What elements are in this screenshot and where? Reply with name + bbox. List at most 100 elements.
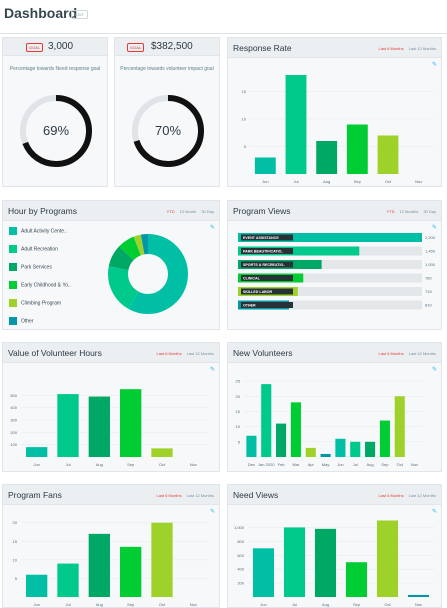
filter-last-6-months[interactable]: Last 6 Months	[156, 351, 182, 356]
x-tick-label: Nov	[190, 462, 197, 467]
bar-label-chip	[241, 234, 293, 241]
bar	[120, 389, 142, 457]
y-tick-label: 100	[10, 442, 17, 447]
bar	[377, 135, 399, 174]
legend-item: Other	[9, 317, 34, 326]
legend-label: Early Childhood & Yo..	[21, 282, 71, 289]
bar	[376, 520, 399, 597]
bar	[120, 546, 142, 597]
goal-badge: GOAL	[127, 43, 145, 52]
y-tick-label: 600	[237, 553, 244, 558]
x-tick-label: Jun	[33, 602, 39, 607]
x-tick-label: Aug	[96, 462, 103, 467]
bar	[335, 438, 346, 457]
edit-button[interactable]: EDIT	[71, 10, 89, 19]
time-filters: Last 6 Months Last 12 Months	[374, 46, 436, 51]
legend-label: Adult Activity Cente..	[21, 228, 67, 235]
new-volunteers-chart: 5 10 15 20 25 Dec Jan 2020 Feb Mar Apr May Jun Jul Au…	[236, 379, 422, 467]
filter-last-12-months[interactable]: Last 12 Months	[408, 46, 436, 51]
x-tick-label: Dec	[248, 462, 255, 467]
bar-track	[238, 260, 422, 269]
edit-pencil-icon[interactable]: ✎	[431, 509, 437, 515]
legend-label: Climbing Program	[21, 300, 62, 307]
card-header: Need Views Last 6 Months Last 12 Months	[228, 485, 441, 505]
legend-item: Climbing Program	[9, 299, 61, 308]
bar	[407, 594, 430, 597]
x-tick-label: Jun	[337, 462, 343, 467]
bar	[238, 233, 422, 242]
filter-12-month[interactable]: 12 Month	[179, 209, 197, 214]
y-tick-label: 15	[236, 409, 241, 414]
filter-last-6-months[interactable]: Last 6 Months	[156, 493, 182, 498]
goal-card-header: GOAL 3,000	[3, 38, 107, 56]
filter-last-12-months[interactable]: Last 12 Months	[186, 351, 214, 356]
legend-label: Adult Recreation	[21, 246, 58, 253]
filter-12-months[interactable]: 12 Months	[399, 209, 419, 214]
x-tick-label: Jul	[65, 602, 70, 607]
x-tick-label: Sep	[127, 602, 135, 607]
x-tick-label: Nov	[415, 602, 422, 607]
time-filters: Last 6 Months Last 12 Months	[374, 493, 436, 498]
edit-pencil-icon[interactable]: ✎	[209, 367, 215, 373]
gauge-progress-arc	[20, 95, 92, 167]
bar	[350, 441, 361, 457]
card-title: Value of Volunteer Hours	[8, 348, 102, 358]
bar	[394, 396, 405, 457]
filter-last-6-months[interactable]: Last 6 Months	[378, 351, 404, 356]
goal-percent-label: 70%	[154, 123, 182, 138]
filter-last-6-months[interactable]: Last 6 Months	[378, 46, 404, 51]
filter-30-day[interactable]: 30 Day	[201, 209, 214, 214]
edit-pencil-icon[interactable]: ✎	[209, 509, 215, 515]
time-filters: YTD 12 Month 30 Day	[162, 209, 214, 214]
edit-pencil-icon[interactable]: ✎	[209, 225, 215, 231]
time-filters: Last 6 Months Last 12 Months	[374, 351, 436, 356]
need-views-card: Need Views Last 6 Months Last 12 Months ✎…	[227, 484, 442, 608]
x-tick-label: Mar	[292, 462, 300, 467]
bar-label: CLINICAL	[243, 277, 261, 281]
bar	[26, 574, 48, 597]
bar-value-label: 610	[425, 303, 432, 308]
x-tick-label: Jul	[353, 462, 358, 467]
legend-item: Adult Recreation	[9, 245, 58, 254]
bar	[346, 124, 368, 174]
card-title: Response Rate	[233, 43, 292, 53]
bar	[261, 384, 272, 457]
y-tick-label: 25	[236, 379, 241, 384]
edit-pencil-icon[interactable]: ✎	[431, 367, 437, 373]
legend-item: Park Services	[9, 263, 52, 272]
x-tick-label: Aug	[96, 602, 103, 607]
filter-30-day[interactable]: 30 Day	[423, 209, 436, 214]
dashboard-header: Dashboard EDIT	[0, 0, 447, 34]
filter-last-12-months[interactable]: Last 12 Months	[408, 493, 436, 498]
x-tick-label: Sep	[354, 179, 362, 184]
bar-track	[238, 287, 422, 296]
program-views-card: Program Views YTD 12 Months 30 Day ✎ EVENT…	[227, 200, 442, 330]
bar-value-label: 780	[425, 276, 432, 281]
card-title: Need Views	[233, 490, 279, 500]
legend-swatch	[9, 317, 17, 325]
x-tick-label: Sep	[127, 462, 135, 467]
legend-swatch	[9, 299, 17, 307]
filter-ytd[interactable]: YTD	[166, 209, 175, 214]
bar	[151, 522, 173, 597]
filter-last-12-months[interactable]: Last 12 Months	[186, 493, 214, 498]
goal-badge: GOAL	[26, 43, 44, 52]
bar	[314, 528, 337, 597]
bar	[276, 423, 287, 457]
goal-progress-gauge	[132, 95, 204, 167]
goal-card-need-response: GOAL 3,000 Percentage towards Need respo…	[2, 37, 108, 187]
y-tick-label: 15	[242, 89, 247, 94]
x-tick-label: Sep	[353, 602, 361, 607]
y-tick-label: 500	[10, 393, 17, 398]
bar	[283, 527, 306, 597]
legend-swatch	[9, 245, 17, 253]
filter-last-12-months[interactable]: Last 12 Months	[408, 351, 436, 356]
legend-swatch	[9, 227, 17, 235]
edit-pencil-icon[interactable]: ✎	[431, 225, 437, 231]
filter-ytd[interactable]: YTD	[386, 209, 395, 214]
edit-pencil-icon[interactable]: ✎	[431, 62, 437, 68]
goal-card-volunteer-impact: GOAL $382,500 Percentage towards volunte…	[114, 37, 220, 187]
filter-last-6-months[interactable]: Last 6 Months	[378, 493, 404, 498]
program-fans-chart: 5 10 15 20 Jun Jul Aug Sep Oct Nov	[13, 520, 209, 607]
hour-by-programs-card: Hour by Programs YTD 12 Month 30 Day ✎ Adu…	[2, 200, 220, 330]
